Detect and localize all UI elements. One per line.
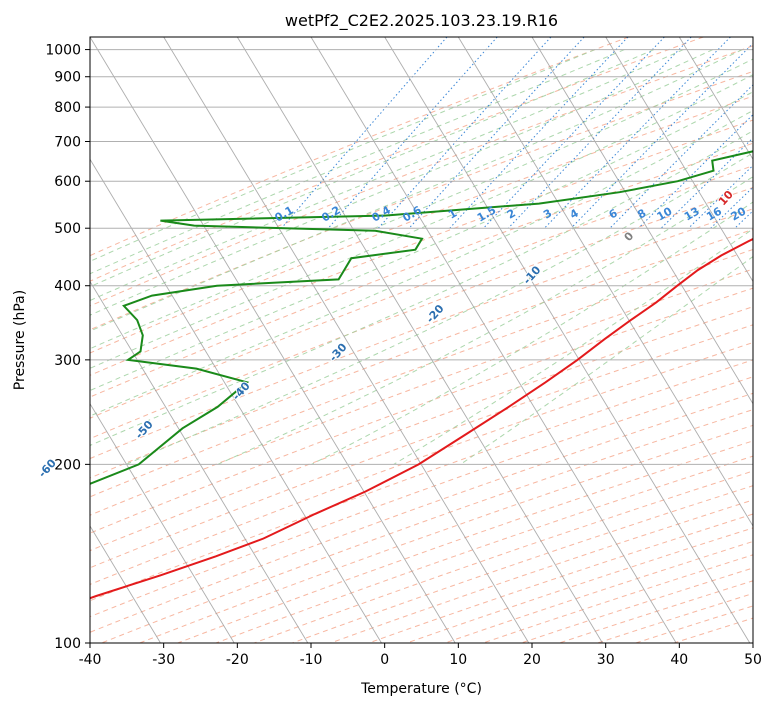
dry-adiabat-line — [90, 376, 753, 618]
y-tick-label: 600 — [54, 174, 81, 190]
mixing-ratio-line — [638, 113, 753, 229]
dry-adiabat-line — [90, 392, 753, 633]
isotherm-line — [90, 280, 309, 643]
mixing-ratio-line — [408, 37, 585, 229]
dry-adiabat-line — [90, 119, 753, 376]
y-axis-title: Pressure (hPa) — [12, 290, 28, 390]
axes: -40 -30 -20 -10 0 10 20 30 40 50 100 200 300 400 500 60… — [45, 43, 762, 668]
plot-frame — [89, 36, 754, 644]
isotherm-line — [90, 158, 382, 643]
isotherm-line — [605, 37, 753, 283]
isotherm-line — [90, 525, 161, 643]
x-tick-label: -40 — [79, 652, 102, 668]
chart-title: wetPf2_C2E2.2025.103.23.19.R16 — [285, 11, 558, 31]
x-tick-label: 20 — [523, 652, 541, 668]
moist-adiabat-line — [217, 176, 753, 465]
x-axis-title: Temperature (°C) — [360, 681, 482, 697]
dewpoint-profile-line — [90, 150, 753, 485]
isotherm-line — [90, 402, 235, 643]
dry-adiabat-line — [90, 248, 753, 498]
x-tick-label: 0 — [380, 652, 389, 668]
y-tick-label: 400 — [54, 279, 81, 295]
y-tick-label: 900 — [54, 70, 81, 86]
temperature-profile-line — [90, 237, 753, 600]
x-tick-label: -10 — [300, 652, 323, 668]
profile-lines — [90, 150, 753, 600]
dry-adiabat-line — [90, 45, 753, 307]
isotherm-line — [90, 37, 456, 643]
x-tick-label: 50 — [744, 652, 762, 668]
dry-adiabat-line — [90, 186, 753, 440]
mixing-ratio-line — [660, 137, 753, 229]
x-tick-label: 40 — [670, 652, 688, 668]
y-tick-label: 200 — [54, 457, 81, 473]
isotherm-line — [163, 37, 530, 643]
mixing-ratio-line — [570, 42, 753, 229]
y-tick-label: 100 — [54, 636, 81, 652]
mixing-ratio-line — [507, 37, 692, 229]
isotherm-line — [236, 37, 603, 643]
moist-adiabat-line — [311, 201, 753, 465]
dry-adiabat-line — [90, 37, 704, 282]
dry-adiabat-line — [90, 165, 753, 419]
x-tick-label: -20 — [226, 652, 249, 668]
isotherm-line — [310, 37, 677, 643]
y-tick-label: 500 — [54, 221, 81, 237]
dry-adiabat-line — [90, 287, 753, 534]
y-tick-label: 1000 — [45, 43, 81, 59]
dry-adiabat-line — [90, 342, 753, 585]
isotherm-line — [384, 37, 751, 643]
moist-adiabat-line — [393, 228, 753, 465]
isotherm-line — [457, 37, 753, 527]
background-lines — [90, 37, 775, 643]
isotherm-line — [531, 37, 753, 405]
mixing-ratio-line — [483, 37, 665, 229]
moist-adiabat-line — [90, 58, 753, 350]
isotherm-line — [678, 37, 753, 161]
y-tick-label: 700 — [54, 135, 81, 151]
dry-adiabat-line — [90, 228, 753, 479]
mixing-ratio-line — [760, 37, 775, 228]
x-tick-label: 10 — [449, 652, 467, 668]
mixing-ratio-line — [327, 37, 498, 229]
dry-adiabat-line — [90, 70, 753, 331]
moist-adiabat-line — [460, 255, 753, 465]
mixing-ratio-line — [544, 37, 731, 229]
mixing-ratio-line — [449, 37, 629, 229]
x-tick-label: 30 — [597, 652, 615, 668]
isotherm-line — [752, 37, 753, 38]
x-tick-label: -30 — [152, 652, 175, 668]
plot-background — [90, 37, 753, 643]
dry-adiabat-line — [90, 37, 629, 257]
moist-adiabat-line — [90, 49, 684, 302]
y-tick-label: 800 — [54, 100, 81, 116]
y-tick-label: 300 — [54, 353, 81, 369]
